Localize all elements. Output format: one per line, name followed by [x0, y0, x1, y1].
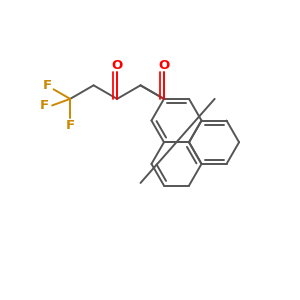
Text: F: F [40, 99, 50, 112]
Text: O: O [158, 58, 169, 71]
Text: F: F [66, 119, 75, 132]
Text: O: O [111, 58, 123, 71]
Text: F: F [43, 79, 52, 92]
